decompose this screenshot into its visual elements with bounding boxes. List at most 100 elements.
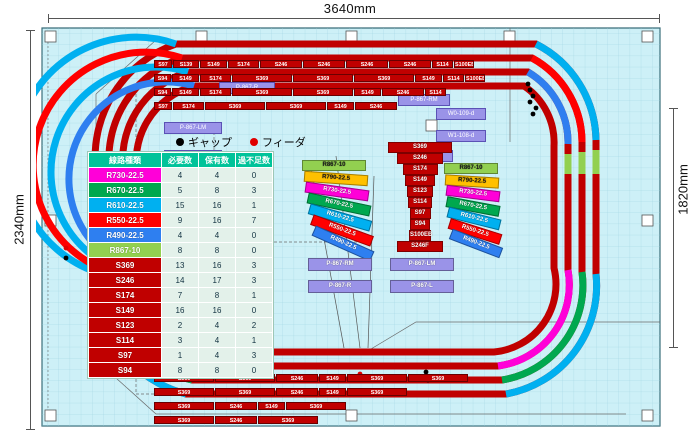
top-row-1-seg-4: S369 — [293, 74, 353, 82]
part-diff-cell: 3 — [235, 272, 273, 288]
part-owned-cell: 16 — [198, 197, 236, 213]
top-row-1-seg-0: S94 — [154, 74, 171, 82]
top-row-3-seg-1: S174 — [173, 102, 204, 110]
part-diff-cell: 0 — [235, 242, 273, 258]
part-diff-cell: 3 — [235, 257, 273, 273]
part-required-cell: 15 — [161, 197, 199, 213]
parts-inventory-table: 線路種類 必要数 保有数 過不足数 R730-22.5 4 4 0 R670-22.5 5 8 3 R… — [88, 152, 273, 378]
part-owned-cell: 4 — [198, 332, 236, 348]
table-row: R867-10 8 8 0 — [88, 242, 273, 258]
part-required-cell: 8 — [161, 362, 199, 378]
part-name-cell: R610-22.5 — [88, 197, 162, 213]
table-row: S369 13 16 3 — [88, 257, 273, 273]
key-turnouts: P-867-RM P-867-LM P-867-R P-867-L — [308, 258, 468, 308]
bottom-row-0-seg-5: S369 — [408, 374, 468, 382]
dimension-right-label: 1820mm — [675, 164, 691, 215]
top-row-3-seg-0: S97 — [154, 102, 172, 110]
table-row: R610-22.5 15 16 1 — [88, 197, 273, 213]
legend-gap-label: ギャップ — [188, 137, 232, 149]
top-row-3-seg-2: S369 — [205, 102, 265, 110]
top-row-1-seg-3: S369 — [232, 74, 292, 82]
top-row-2-seg-0: S94 — [154, 88, 171, 96]
top-row-2-seg-7: S114 — [425, 88, 446, 96]
bottom-row-0-seg-4: S369 — [347, 374, 407, 382]
top-row-1-seg-7: S114 — [443, 74, 464, 82]
top-row-0-seg-0: S97 — [154, 60, 172, 68]
key-straight-4: S123 — [407, 186, 433, 197]
bottom-row-0-seg-2: S246 — [276, 374, 318, 382]
table-row: S246 14 17 3 — [88, 272, 273, 288]
part-required-cell: 8 — [161, 242, 199, 258]
table-row: R670-22.5 5 8 3 — [88, 182, 273, 198]
top-row-2-seg-6: S246 — [382, 88, 424, 96]
bottom-row-1-seg-1: S369 — [215, 388, 275, 396]
bottom-row-3-seg-1: S246 — [215, 416, 257, 424]
bottom-row-1-seg-3: S149 — [319, 388, 346, 396]
top-row-1-seg-8: S100EB — [465, 74, 485, 82]
top-row-0-seg-2: S149 — [200, 60, 227, 68]
top-row-0-seg-7: S246 — [389, 60, 431, 68]
part-name-cell: S94 — [88, 362, 162, 378]
key-turnout-0: P-867-RM — [308, 258, 372, 271]
table-row: S94 8 8 0 — [88, 362, 273, 378]
part-name-cell: S149 — [88, 302, 162, 318]
table-row: R730-22.5 4 4 0 — [88, 167, 273, 183]
part-required-cell: 16 — [161, 302, 199, 318]
top-row-3-seg-4: S149 — [327, 102, 354, 110]
part-required-cell: 4 — [161, 227, 199, 243]
dimension-right-line — [669, 108, 678, 348]
feeder-dot-icon — [250, 138, 258, 146]
part-name-cell: S114 — [88, 332, 162, 348]
part-name-cell: S369 — [88, 257, 162, 273]
part-name-cell: R730-22.5 — [88, 167, 162, 183]
feeder-markers-left — [63, 245, 69, 261]
part-owned-cell: 8 — [198, 242, 236, 258]
part-required-cell: 7 — [161, 287, 199, 303]
table-row: S174 7 8 1 — [88, 287, 273, 303]
key-turnout-1: P-867-LM — [390, 258, 454, 271]
part-owned-cell: 8 — [198, 182, 236, 198]
top-row-0-seg-1: S139 — [173, 60, 199, 68]
table-row: S123 2 4 2 — [88, 317, 273, 333]
top-row-3-seg-5: S246 — [355, 102, 397, 110]
part-name-cell: S123 — [88, 317, 162, 333]
part-owned-cell: 16 — [198, 302, 236, 318]
dimension-top-label: 3640mm — [323, 1, 377, 16]
part-owned-cell: 16 — [198, 212, 236, 228]
table-header-1: 必要数 — [161, 152, 199, 168]
top-row-2-seg-3: S369 — [232, 88, 292, 96]
part-name-cell: R490-22.5 — [88, 227, 162, 243]
bottom-row-1-seg-0: S369 — [154, 388, 214, 396]
part-required-cell: 5 — [161, 182, 199, 198]
table-header-2: 保有数 — [198, 152, 236, 168]
table-row: S114 3 4 1 — [88, 332, 273, 348]
key-straight-9: S246F — [397, 241, 443, 252]
top-row-2-seg-5: S149 — [354, 88, 381, 96]
part-diff-cell: 2 — [235, 317, 273, 333]
top-row-0-seg-9: S100EB — [454, 60, 474, 68]
part-diff-cell: 0 — [235, 227, 273, 243]
bottom-row-2-seg-3: S369 — [286, 402, 346, 410]
right-curve-colors — [497, 40, 601, 398]
key-straight-2: S174 — [402, 164, 438, 175]
dimension-left-label: 2340mm — [11, 194, 27, 245]
turnout-p867-rm-plan-2: P-867-RM — [398, 94, 450, 106]
top-row-1-seg-1: S149 — [172, 74, 199, 82]
dimension-top-line — [48, 14, 660, 23]
key-straight-5: S114 — [408, 197, 432, 208]
bottom-row-3-seg-2: S369 — [258, 416, 318, 424]
top-row-1-seg-5: S369 — [354, 74, 414, 82]
part-name-cell: S174 — [88, 287, 162, 303]
top-row-0-seg-3: S174 — [228, 60, 259, 68]
part-required-cell: 13 — [161, 257, 199, 273]
bottom-row-1-seg-4: S369 — [347, 388, 407, 396]
top-row-2-seg-1: S149 — [172, 88, 199, 96]
part-required-cell: 1 — [161, 347, 199, 363]
table-row: R550-22.5 9 16 7 — [88, 212, 273, 228]
bottom-row-1-seg-2: S246 — [276, 388, 318, 396]
part-owned-cell: 4 — [198, 347, 236, 363]
top-row-0-seg-5: S246 — [303, 60, 345, 68]
top-row-2-seg-4: S369 — [293, 88, 353, 96]
part-required-cell: 4 — [161, 167, 199, 183]
